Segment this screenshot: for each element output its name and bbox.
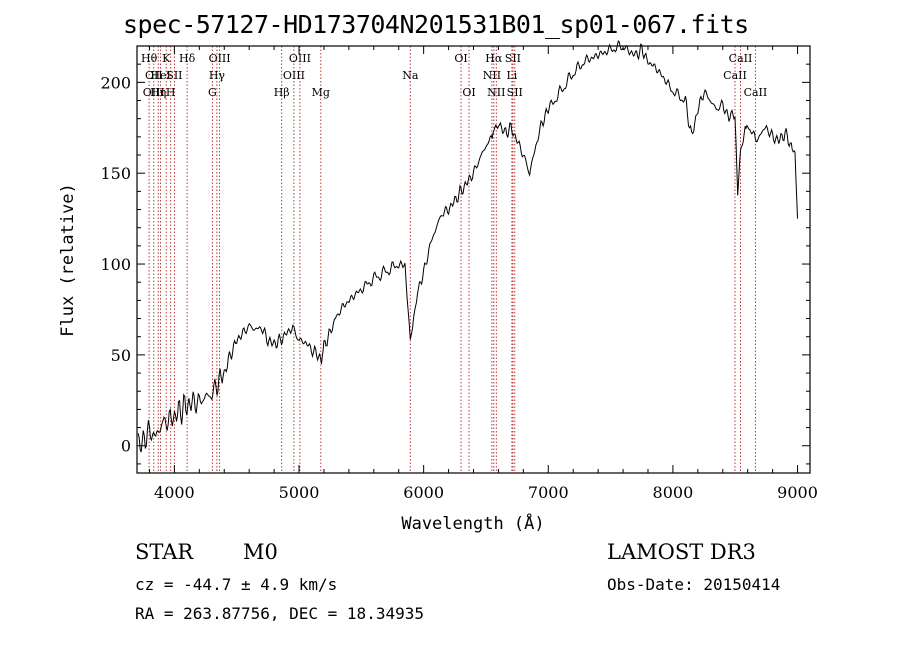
line-label: Hβ [274, 86, 290, 99]
line-label: OIII [283, 69, 305, 82]
line-label: SII [507, 86, 523, 99]
redshift-readout: cz = -44.7 ± 4.9 km/s [135, 575, 338, 594]
line-label: OII [145, 69, 163, 82]
x-tick-label: 5000 [279, 483, 320, 502]
x-tick-label: 6000 [403, 483, 444, 502]
object-class: STAR [135, 540, 194, 564]
line-label: Hη [150, 86, 166, 99]
survey-name: LAMOST DR3 [607, 540, 756, 564]
line-label: Li [506, 69, 517, 82]
line-label: OI [462, 86, 475, 99]
line-label: OIII [289, 52, 311, 65]
flux-line [137, 40, 798, 453]
line-label: Hθ [141, 52, 158, 65]
line-label: CaII [729, 52, 753, 65]
emission-line-markers [148, 46, 756, 473]
y-tick-label: 200 [100, 73, 131, 92]
line-label: SII [166, 69, 182, 82]
line-label: G [208, 86, 217, 99]
axis-ticks: 4000 5000 6000 7000 8000 9000 0 50 100 150 200 [100, 46, 818, 502]
y-tick-label: 50 [111, 346, 131, 365]
line-label: Mg [312, 86, 330, 99]
line-label: Hα [485, 52, 503, 65]
y-tick-label: 100 [100, 255, 131, 274]
obs-date: Obs-Date: 20150414 [607, 575, 781, 594]
line-label: Na [402, 69, 419, 82]
line-label: HeI [150, 69, 170, 82]
x-tick-label: 7000 [528, 483, 569, 502]
line-label: K [162, 52, 171, 65]
x-tick-label: 8000 [653, 483, 694, 502]
y-tick-label: 0 [121, 437, 131, 456]
x-axis-label: Wavelength (Å) [401, 512, 544, 534]
line-label: OIII [143, 86, 165, 99]
line-label: H [166, 86, 176, 99]
object-subclass: M0 [243, 540, 278, 564]
chart-title: spec-57127-HD173704N201531B01_sp01-067.f… [123, 10, 749, 39]
x-tick-label: 9000 [777, 483, 818, 502]
line-label: OI [454, 52, 467, 65]
y-tick-label: 150 [100, 164, 131, 183]
line-labels: HθOIIOIIIHηHeIKHSIIHδGHγOIIIHβOIIIOIIIMg… [141, 52, 767, 99]
x-tick-label: 4000 [154, 483, 195, 502]
y-axis-label: Flux (relative) [58, 183, 78, 337]
coordinates: RA = 263.87756, DEC = 18.34935 [135, 604, 424, 623]
line-label: OIII [209, 52, 231, 65]
spectrum-series [137, 40, 798, 453]
plot-frame [136, 45, 811, 474]
line-label: CaII [744, 86, 768, 99]
line-label: SII [505, 52, 521, 65]
line-label: CaII [723, 69, 747, 82]
line-label: Hδ [179, 52, 196, 65]
line-label: NII [483, 69, 501, 82]
line-label: NII [487, 86, 505, 99]
line-label: Hγ [209, 69, 226, 82]
